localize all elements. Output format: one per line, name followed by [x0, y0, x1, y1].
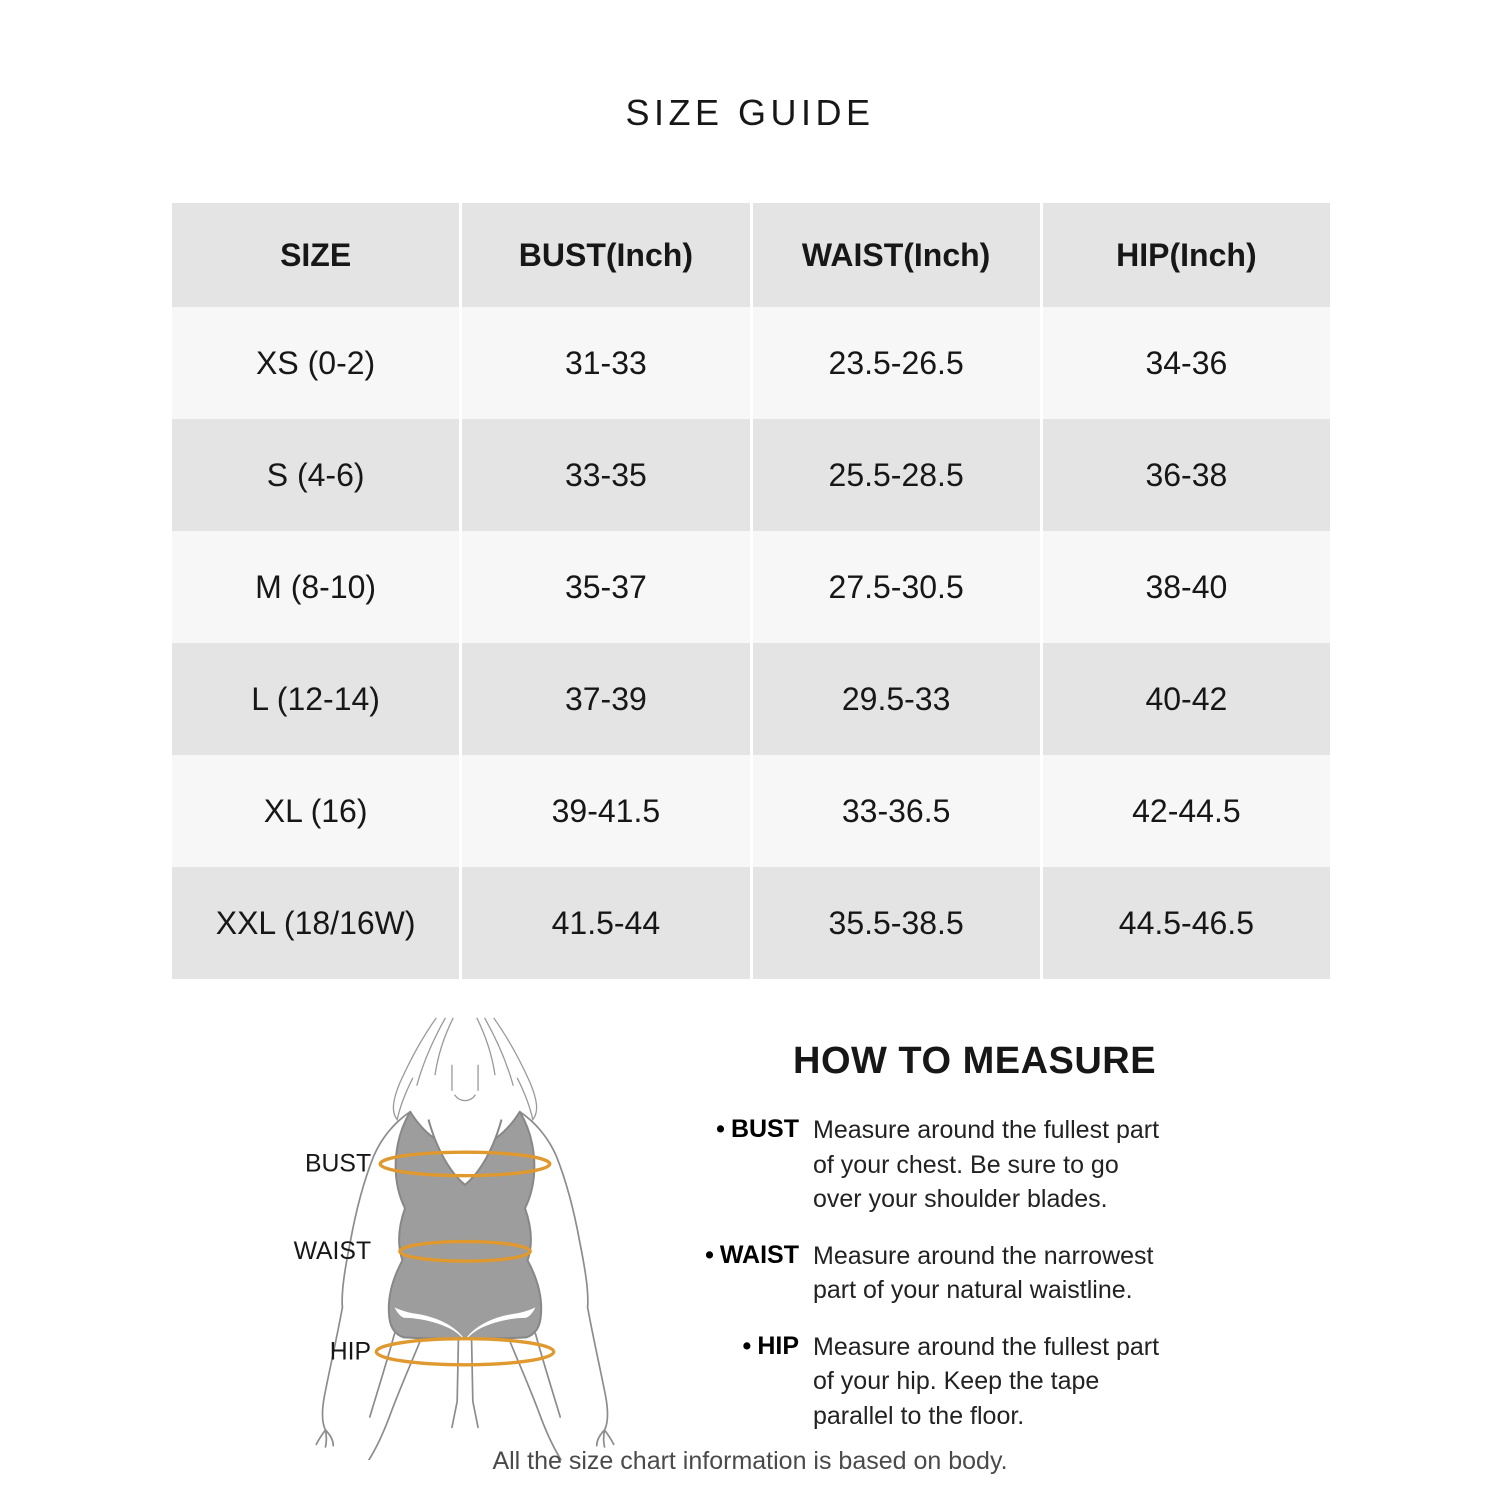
svg-text:BUST: BUST [305, 1151, 371, 1178]
svg-text:HIP: HIP [330, 1339, 371, 1366]
svg-text:WAIST: WAIST [294, 1238, 372, 1265]
